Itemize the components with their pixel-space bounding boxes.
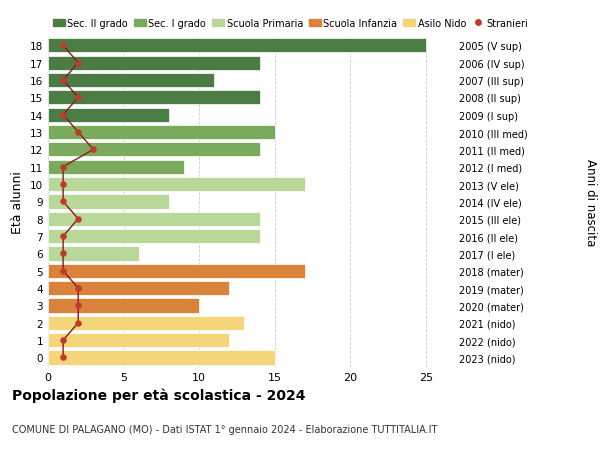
Bar: [48, 56, 260, 71]
Point: [73, 95, 83, 102]
Bar: [48, 351, 275, 365]
Bar: [48, 299, 199, 313]
Point: [58, 112, 68, 119]
Point: [58, 43, 68, 50]
Point: [58, 268, 68, 275]
Bar: [48, 281, 229, 296]
Bar: [48, 91, 260, 105]
Bar: [48, 108, 169, 123]
Bar: [48, 264, 305, 278]
Point: [73, 216, 83, 223]
Bar: [48, 230, 260, 244]
Text: Anni di nascita: Anni di nascita: [584, 158, 597, 246]
Point: [58, 181, 68, 188]
Bar: [48, 143, 260, 157]
Point: [89, 146, 98, 154]
Y-axis label: Età alunni: Età alunni: [11, 171, 25, 233]
Text: COMUNE DI PALAGANO (MO) - Dati ISTAT 1° gennaio 2024 - Elaborazione TUTTITALIA.I: COMUNE DI PALAGANO (MO) - Dati ISTAT 1° …: [12, 425, 437, 435]
Point: [58, 164, 68, 171]
Bar: [48, 316, 244, 330]
Bar: [48, 212, 260, 226]
Point: [58, 77, 68, 84]
Point: [58, 250, 68, 257]
Bar: [48, 195, 169, 209]
Bar: [48, 247, 139, 261]
Point: [73, 60, 83, 67]
Bar: [48, 74, 214, 88]
Bar: [48, 333, 229, 347]
Text: Popolazione per età scolastica - 2024: Popolazione per età scolastica - 2024: [12, 388, 305, 403]
Bar: [48, 39, 426, 53]
Legend: Sec. II grado, Sec. I grado, Scuola Primaria, Scuola Infanzia, Asilo Nido, Stran: Sec. II grado, Sec. I grado, Scuola Prim…: [53, 18, 529, 28]
Point: [73, 302, 83, 309]
Point: [73, 319, 83, 327]
Bar: [48, 178, 305, 192]
Point: [58, 354, 68, 361]
Point: [58, 198, 68, 206]
Point: [73, 285, 83, 292]
Point: [73, 129, 83, 136]
Point: [58, 233, 68, 240]
Point: [58, 337, 68, 344]
Bar: [48, 160, 184, 174]
Bar: [48, 126, 275, 140]
